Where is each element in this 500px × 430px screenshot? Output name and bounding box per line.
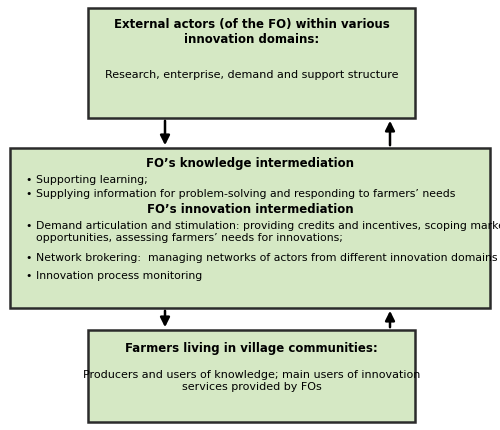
- Text: Producers and users of knowledge; main users of innovation
services provided by : Producers and users of knowledge; main u…: [83, 370, 420, 392]
- Text: •: •: [25, 175, 32, 185]
- Text: Farmers living in village communities:: Farmers living in village communities:: [125, 342, 378, 355]
- Text: •: •: [25, 253, 32, 263]
- FancyBboxPatch shape: [10, 148, 490, 308]
- Text: •: •: [25, 189, 32, 199]
- Text: Innovation process monitoring: Innovation process monitoring: [36, 271, 202, 281]
- Text: Network brokering:  managing networks of actors from different innovation domain: Network brokering: managing networks of …: [36, 253, 498, 263]
- Text: Demand articulation and stimulation: providing credits and incentives, scoping m: Demand articulation and stimulation: pro…: [36, 221, 500, 243]
- FancyBboxPatch shape: [88, 330, 415, 422]
- Text: Supporting learning;: Supporting learning;: [36, 175, 148, 185]
- Text: FO’s knowledge intermediation: FO’s knowledge intermediation: [146, 157, 354, 170]
- Text: FO’s innovation intermediation: FO’s innovation intermediation: [146, 203, 354, 216]
- Text: Supplying information for problem-solving and responding to farmers’ needs: Supplying information for problem-solvin…: [36, 189, 456, 199]
- Text: •: •: [25, 221, 32, 231]
- FancyBboxPatch shape: [88, 8, 415, 118]
- Text: •: •: [25, 271, 32, 281]
- Text: External actors (of the FO) within various
innovation domains:: External actors (of the FO) within vario…: [114, 18, 390, 46]
- Text: Research, enterprise, demand and support structure: Research, enterprise, demand and support…: [105, 70, 398, 80]
